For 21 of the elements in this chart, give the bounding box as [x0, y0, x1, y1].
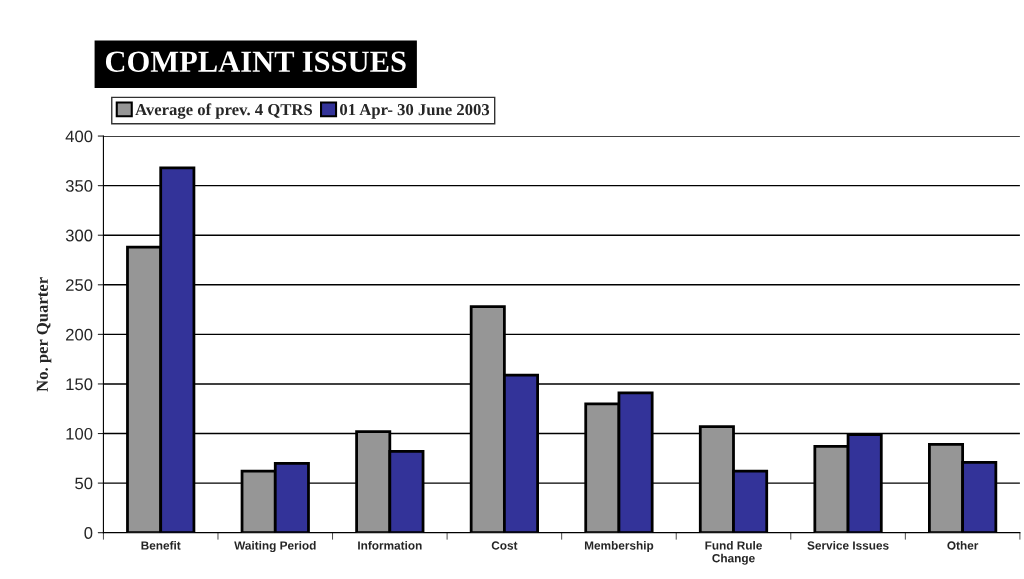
legend-label: Average of prev. 4 QTRS — [135, 103, 313, 119]
x-tick-label: Waiting Period — [234, 541, 316, 553]
y-tick-label: 150 — [66, 378, 93, 391]
y-tick-label: 300 — [65, 229, 93, 242]
x-tick-label: Membership — [584, 541, 654, 553]
x-tick-label: Fund Rule Change — [705, 541, 762, 565]
y-tick-label: 50 — [75, 477, 93, 490]
y-tick-label: 100 — [66, 427, 93, 440]
legend-label: 01 Apr- 30 June 2003 — [340, 104, 490, 119]
x-tick-label: Cost — [491, 541, 518, 550]
y-tick-label: 200 — [66, 328, 93, 341]
y-tick-label: 350 — [65, 180, 93, 192]
y-tick-label: 0 — [84, 527, 93, 539]
x-tick-label: Other — [947, 541, 979, 550]
y-tick-label: 250 — [66, 279, 93, 291]
chart-title: COMPLAINT ISSUES — [105, 51, 406, 72]
x-tick-label: Benefit — [141, 541, 181, 550]
x-tick-label: Information — [358, 541, 422, 550]
x-tick-label: Service Issues — [807, 541, 889, 550]
y-axis-title: No. per Quarter — [36, 277, 52, 392]
y-tick-label: 400 — [65, 130, 93, 143]
